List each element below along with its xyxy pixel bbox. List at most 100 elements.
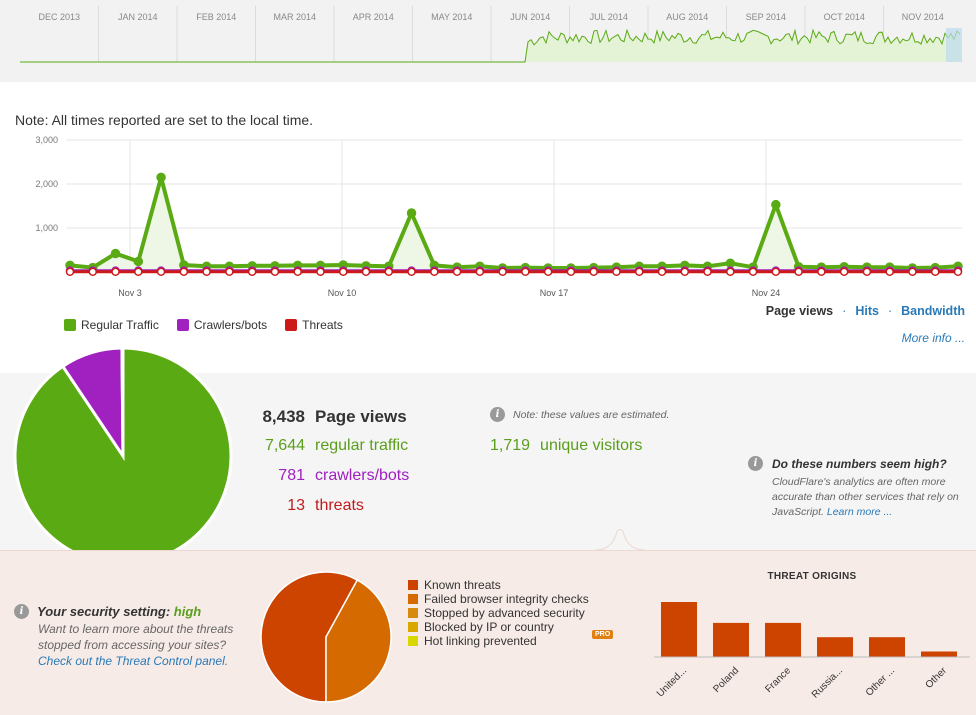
legend-swatch: [408, 580, 418, 590]
data-point: [930, 267, 940, 277]
threat-legend-item: Known threats: [408, 578, 589, 592]
x-tick-label: Nov 10: [328, 288, 357, 298]
stat-value: 781: [278, 467, 305, 484]
overview-timeline[interactable]: DEC 2013 JAN 2014 FEB 2014 MAR 2014 APR 2014…: [0, 0, 976, 82]
legend-label: Hot linking prevented: [424, 634, 537, 648]
overview-month-label: MAY 2014: [431, 12, 472, 22]
learn-more-link[interactable]: Learn more ...: [826, 506, 893, 518]
legend-label: Stopped by advanced security: [424, 606, 585, 620]
overview-selection-handle: [946, 28, 962, 62]
threat-origin-bar: [817, 637, 853, 657]
y-tick-label: 2,000: [35, 179, 58, 189]
threat-origin-label: France: [763, 665, 793, 695]
threat-origin-label: Russia...: [810, 665, 845, 700]
data-point: [771, 199, 781, 210]
threat-origin-bar: [661, 602, 697, 657]
threat-control-link[interactable]: Check out the Threat Control panel.: [38, 654, 229, 668]
legend-swatch: [176, 319, 189, 331]
data-point: [384, 267, 394, 277]
legend-label: Regular Traffic: [81, 318, 159, 332]
threat-origins-title: THREAT ORIGINS: [767, 571, 857, 582]
overview-month-label: APR 2014: [353, 12, 394, 22]
x-tick-label: Nov 3: [118, 288, 142, 298]
data-point: [110, 248, 121, 259]
tab-separator: ·: [887, 304, 893, 318]
overview-month-label: JUL 2014: [590, 12, 628, 22]
legend-label: Crawlers/bots: [193, 318, 268, 332]
data-point: [88, 267, 98, 277]
threat-origin-bar: [713, 622, 749, 657]
numbers-question: Do these numbers seem high?: [772, 456, 947, 471]
stat-value: 8,438: [262, 407, 305, 426]
pie-slice-failed-browser-integrity-checks: [325, 579, 392, 703]
pie-slice-threats: [120, 346, 125, 457]
data-point: [293, 267, 302, 277]
threat-legend-item: Stopped by advanced security: [408, 606, 589, 620]
threat-origin-bar: [765, 622, 801, 657]
data-point: [133, 256, 144, 267]
legend-swatch: [408, 594, 418, 604]
data-point: [338, 267, 348, 277]
stat-value: 7,644: [264, 437, 305, 454]
legend-threats[interactable]: Threats: [285, 318, 343, 332]
data-point: [111, 267, 120, 277]
pro-badge: PRO: [592, 630, 614, 639]
overview-month-label: OCT 2014: [824, 12, 865, 22]
data-point: [475, 267, 485, 277]
x-tick-label: Nov 24: [752, 288, 781, 298]
tab-page-views[interactable]: Page views: [765, 304, 834, 318]
data-point: [908, 267, 917, 277]
threat-origin-label: Other: [924, 665, 950, 691]
data-point: [657, 267, 667, 277]
tab-bandwidth[interactable]: Bandwidth: [901, 304, 965, 318]
data-point: [430, 267, 439, 277]
traffic-pie-chart: [13, 346, 233, 566]
legend-crawlers-bots[interactable]: Crawlers/bots: [176, 318, 268, 332]
threat-origin-label: Poland: [711, 665, 741, 695]
data-point: [566, 267, 576, 277]
stat-label: Page views: [315, 407, 407, 426]
chart-mode-tabs: Page views · Hits · Bandwidth: [766, 304, 965, 318]
chart-legend: Regular Traffic Crawlers/bots Threats: [64, 318, 343, 332]
data-point: [726, 267, 735, 277]
stat-label: unique visitors: [540, 437, 643, 454]
data-point: [725, 258, 736, 268]
overview-month-label: MAR 2014: [273, 12, 316, 22]
data-point: [748, 267, 758, 277]
data-point: [134, 267, 143, 277]
data-point: [498, 267, 507, 277]
data-point: [179, 267, 189, 277]
data-point: [953, 267, 963, 277]
estimate-note-text: Note: these values are estimated.: [513, 408, 670, 421]
legend-regular-traffic[interactable]: Regular Traffic: [64, 318, 159, 332]
y-tick-label: 3,000: [35, 135, 58, 145]
security-level: high: [173, 604, 202, 619]
tab-hits[interactable]: Hits: [855, 304, 879, 318]
legend-label: Failed browser integrity checks: [424, 592, 589, 606]
overview-month-label: JUN 2014: [510, 12, 550, 22]
overview-month-label: FEB 2014: [196, 12, 236, 22]
security-question: Your security setting:: [37, 604, 171, 619]
series-area: [70, 177, 958, 272]
legend-swatch: [408, 622, 418, 632]
estimate-note: i Note: these values are estimated.: [490, 407, 669, 422]
data-point: [247, 267, 257, 277]
legend-swatch: [408, 608, 418, 618]
data-point: [316, 267, 325, 277]
data-point: [680, 267, 690, 277]
threat-types-pie-chart: [260, 571, 392, 703]
numbers-info-box: i Do these numbers seem high? CloudFlare'…: [748, 456, 968, 520]
y-tick-label: 1,000: [35, 223, 58, 233]
data-point: [65, 267, 75, 277]
more-info-link[interactable]: More info ...: [901, 331, 965, 345]
legend-label: Threats: [302, 318, 343, 332]
data-point: [406, 208, 417, 218]
pie-slice-known-threats: [260, 571, 359, 703]
threat-origin-label: United...: [655, 665, 689, 699]
data-point: [589, 267, 598, 277]
data-point: [634, 267, 644, 277]
data-point: [862, 267, 872, 277]
legend-swatch: [285, 319, 298, 331]
overview-chart[interactable]: DEC 2013 JAN 2014 FEB 2014 MAR 2014 APR 2014…: [0, 0, 976, 82]
data-point: [270, 267, 280, 277]
